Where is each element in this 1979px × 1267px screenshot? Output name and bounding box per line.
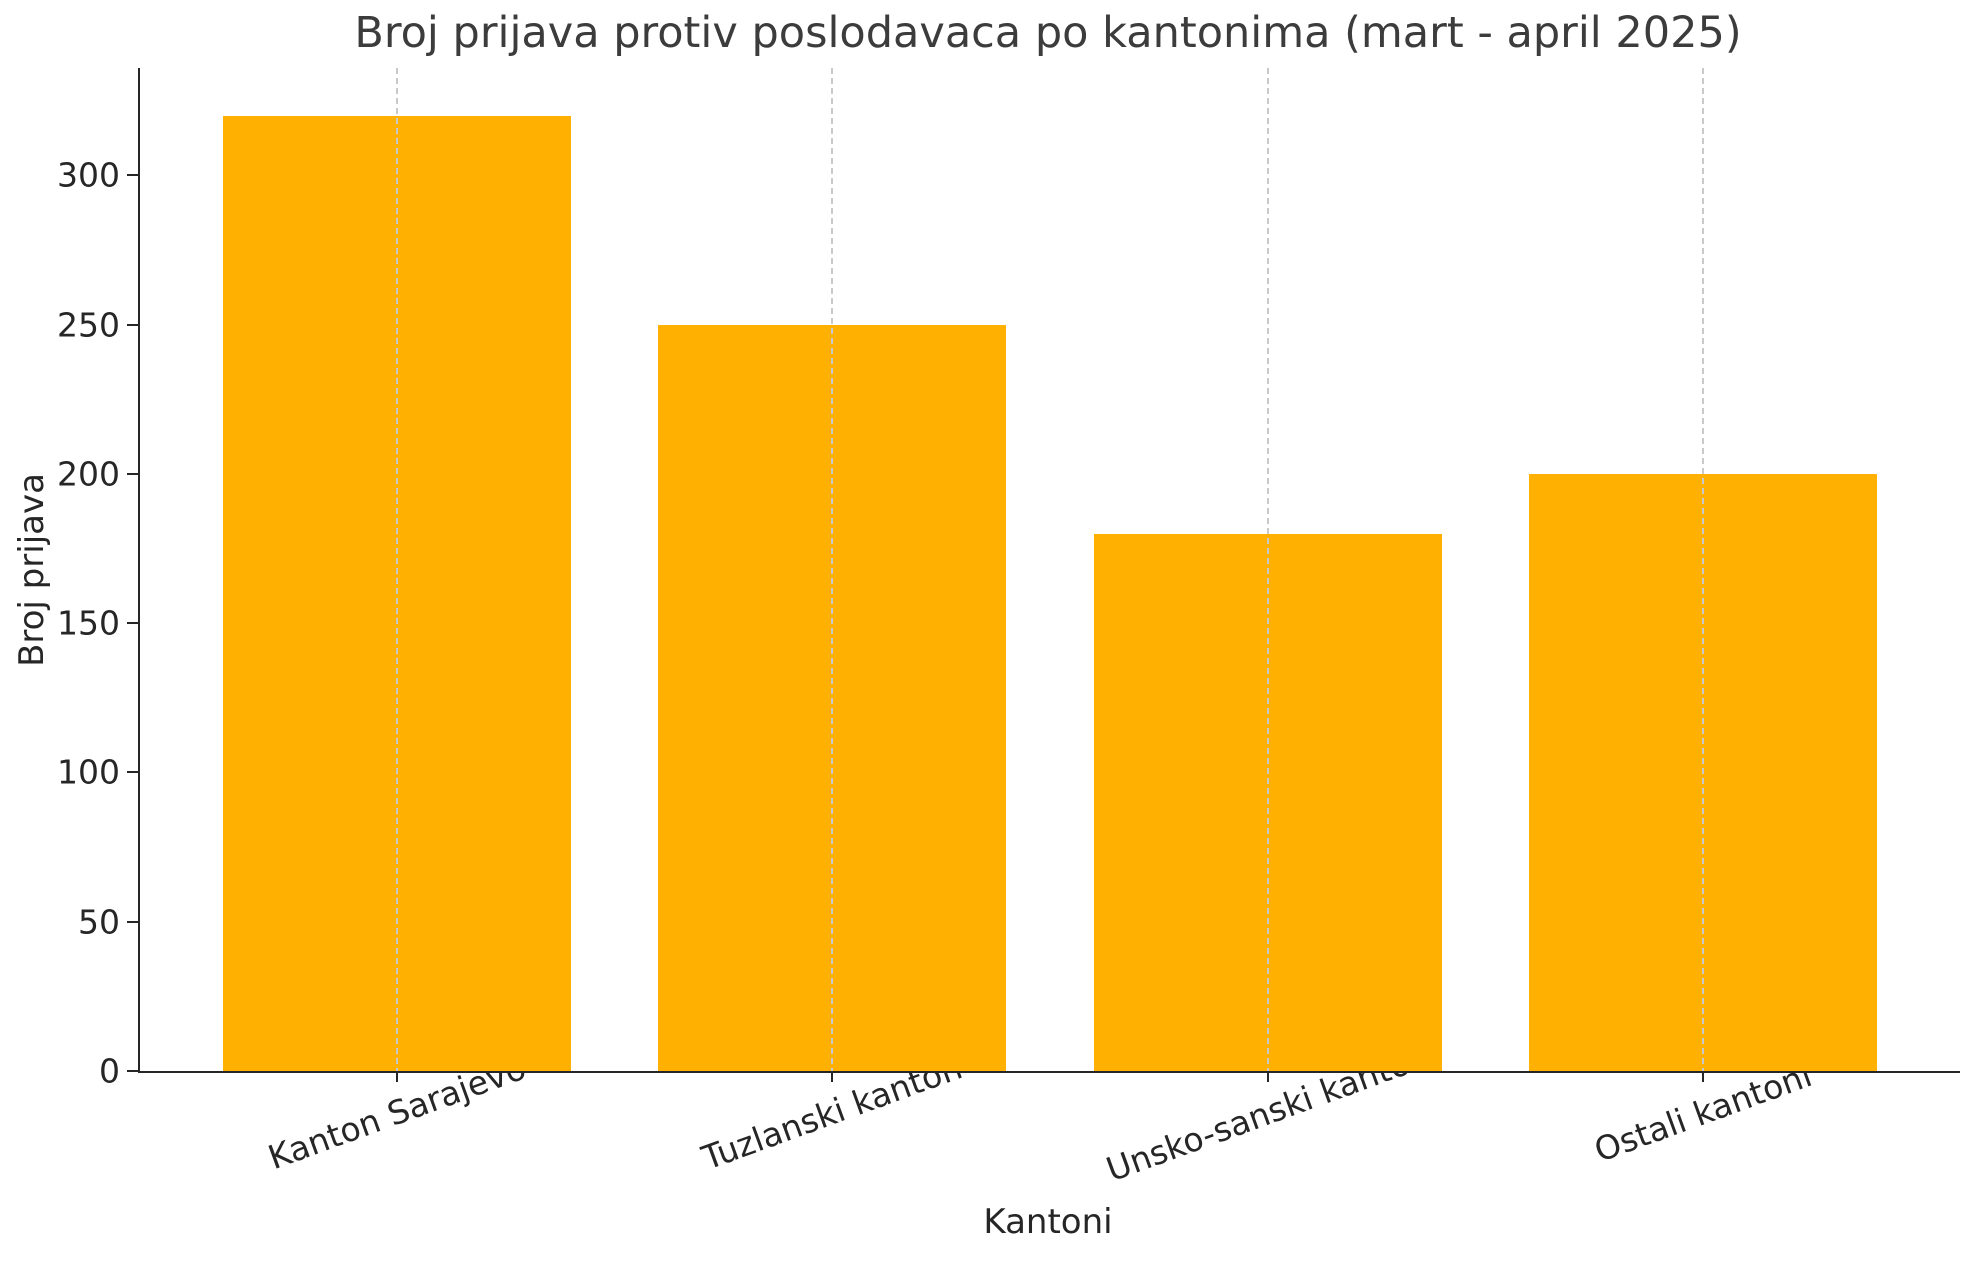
y-tick-mark-0	[127, 1070, 138, 1072]
y-tick-label-250: 250	[57, 305, 120, 345]
x-tick-mark-unsko-sanski-kanton	[1266, 1073, 1269, 1082]
y-tick-label-150: 150	[57, 603, 120, 643]
plot-area: Kanton Sarajevo Tuzlanski kanton Unsko-san…	[57, 68, 1960, 1189]
x-tick-mark-tuzlanski-kanton	[831, 1073, 834, 1082]
gridline-kanton-sarajevo	[395, 68, 398, 1071]
y-tick-label-300: 300	[57, 155, 120, 195]
gridline-unsko-sanski-kanton	[1266, 68, 1269, 1071]
y-tick-mark-200	[127, 472, 138, 475]
y-tick-mark-300	[127, 174, 138, 177]
gridline-ostali-kantoni	[1702, 68, 1705, 1071]
x-tick-mark-ostali-kantoni	[1702, 1073, 1705, 1082]
chart-title: Broj prijava protiv poslodavaca po kanto…	[354, 8, 1742, 58]
y-tick-mark-50	[127, 920, 138, 923]
y-tick-mark-100	[127, 771, 138, 774]
x-axis-label: Kantoni	[983, 1202, 1113, 1242]
y-tick-label-0: 0	[99, 1051, 120, 1091]
gridline-tuzlanski-kanton	[831, 68, 834, 1071]
y-tick-mark-250	[127, 323, 138, 326]
y-tick-label-100: 100	[57, 752, 120, 792]
y-tick-label-200: 200	[57, 454, 120, 494]
y-axis-label: Broj prijava	[12, 473, 52, 667]
y-tick-label-50: 50	[78, 902, 120, 942]
y-tick-mark-150	[127, 622, 138, 625]
x-tick-mark-kanton-sarajevo	[395, 1073, 398, 1082]
